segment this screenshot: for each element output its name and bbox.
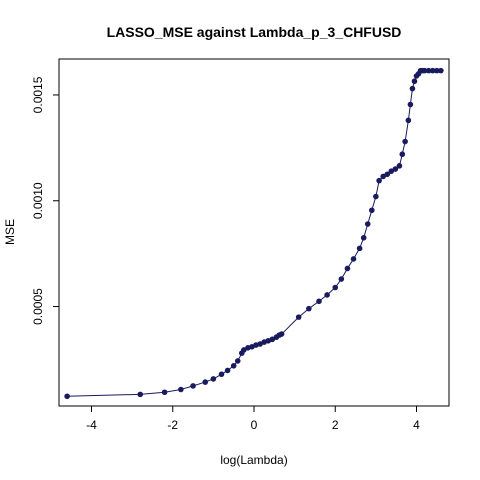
data-point: [369, 207, 375, 214]
x-tick-label: 4: [413, 418, 420, 432]
y-tick-label: 0.0010: [31, 182, 45, 219]
data-point: [218, 371, 225, 378]
data-point: [373, 193, 379, 200]
data-point: [324, 292, 330, 298]
data-point: [421, 67, 428, 74]
x-axis: -4 -2 0 2 4: [86, 406, 420, 432]
data-point: [396, 163, 403, 169]
data-point: [278, 331, 285, 337]
data-point: [202, 379, 209, 385]
plot-frame: [58, 58, 450, 407]
data-point: [360, 234, 367, 241]
series-layer: [64, 67, 444, 400]
y-tick-label: 0.0015: [31, 76, 45, 113]
data-point: [376, 177, 382, 184]
data-point: [137, 391, 144, 398]
data-point: [399, 151, 406, 158]
data-point: [356, 245, 363, 252]
data-point: [190, 383, 196, 389]
data-point: [429, 67, 436, 74]
data-point: [295, 314, 302, 320]
y-tick-label: 0.0005: [31, 288, 45, 325]
x-tick-label: -4: [86, 418, 97, 432]
data-point: [210, 376, 217, 382]
data-point: [411, 78, 418, 85]
data-point: [64, 393, 70, 400]
data-point: [224, 367, 231, 374]
data-point: [338, 276, 345, 282]
data-point: [425, 67, 432, 74]
data-point: [234, 358, 241, 364]
data-point: [434, 67, 440, 74]
data-point: [384, 171, 391, 178]
x-axis-label: log(Lambda): [220, 453, 287, 467]
x-tick-label: 2: [332, 418, 339, 432]
data-point: [364, 221, 371, 227]
data-point: [344, 265, 351, 272]
data-point: [161, 389, 168, 396]
chart-title: LASSO_MSE against Lambda_p_3_CHFUSD: [107, 24, 402, 40]
data-point: [316, 298, 322, 305]
data-point: [438, 67, 444, 74]
data-point: [392, 166, 399, 172]
data-point: [230, 362, 237, 369]
data-point: [402, 138, 408, 145]
y-axis-label: MSE: [3, 219, 17, 245]
y-axis: 0.0005 0.0010 0.0015: [31, 76, 59, 325]
data-point: [407, 101, 414, 108]
data-point: [405, 117, 412, 124]
x-tick-label: -2: [167, 418, 178, 432]
data-point: [332, 284, 339, 291]
data-point: [409, 85, 416, 92]
data-point: [350, 256, 357, 262]
x-tick-label: 0: [251, 418, 258, 432]
data-point: [306, 305, 312, 312]
data-point: [178, 386, 184, 393]
